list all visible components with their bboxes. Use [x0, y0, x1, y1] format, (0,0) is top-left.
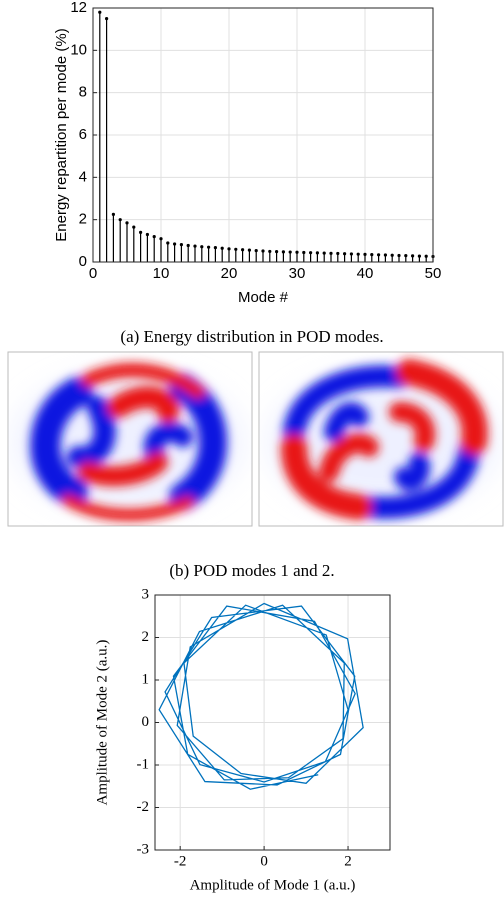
y-tick-label: 8: [79, 84, 87, 101]
y-tick-label: 2: [79, 211, 87, 228]
x-tick-label: 20: [221, 265, 238, 282]
pod-mode-2: [258, 351, 504, 527]
x-tick-label: 50: [425, 265, 442, 282]
y-tick-label: -2: [137, 799, 150, 815]
y-tick-label: -1: [137, 756, 150, 772]
y-tick-label: 0: [142, 714, 150, 730]
trajectory: [158, 602, 364, 790]
y-tick-label: 6: [79, 126, 87, 143]
x-tick-label: 0: [260, 853, 268, 869]
x-axis-label: Mode #: [238, 289, 289, 306]
caption: (b) POD modes 1 and 2.: [169, 561, 334, 580]
y-tick-label: 12: [70, 0, 87, 16]
y-tick-label: 1: [142, 671, 150, 687]
y-tick-label: -3: [137, 841, 150, 857]
x-tick-label: -2: [174, 853, 187, 869]
y-tick-label: 3: [142, 586, 150, 602]
x-axis-label: Amplitude of Mode 1 (a.u.): [190, 877, 356, 893]
y-axis-label: Energy repartition per mode (%): [53, 28, 70, 241]
caption: (a) Energy distribution in POD modes.: [120, 327, 383, 346]
x-tick-label: 40: [357, 265, 374, 282]
y-tick-label: 10: [70, 41, 87, 58]
y-tick-label: 0: [79, 253, 87, 270]
y-tick-label: 4: [79, 168, 87, 185]
pod-mode-1: [7, 351, 253, 527]
x-tick-label: 30: [289, 265, 306, 282]
x-tick-label: 0: [89, 265, 97, 282]
y-axis-label: Amplitude of Mode 2 (a.u.): [94, 640, 110, 806]
y-tick-label: 2: [142, 629, 150, 645]
x-tick-label: 10: [153, 265, 170, 282]
plot-frame: [154, 594, 391, 851]
x-tick-label: 2: [344, 853, 352, 869]
plot-frame: [92, 7, 434, 263]
